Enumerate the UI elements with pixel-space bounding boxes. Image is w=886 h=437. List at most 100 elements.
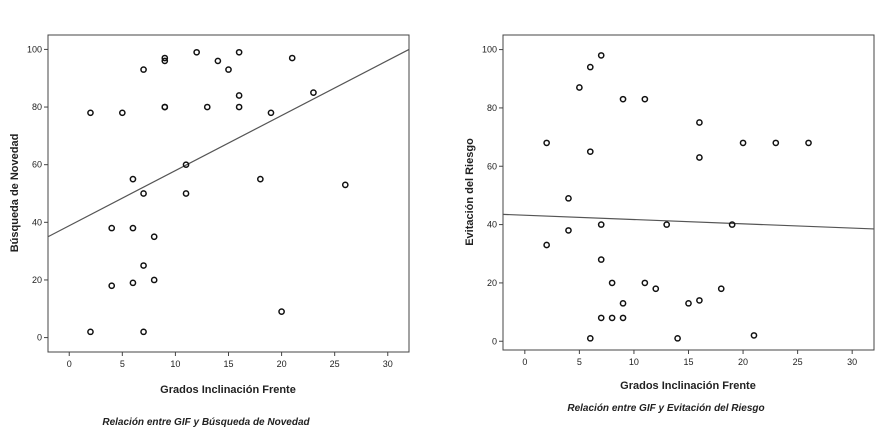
data-point: [118, 109, 126, 117]
x-axis-label: Grados Inclinación Frente: [160, 384, 296, 396]
chart-harm-avoidance: 0 5 10 15 20 25 30 0 20 40 60 80 100 Grados Inclinaci…: [464, 34, 875, 414]
data-point: [161, 54, 169, 62]
data-point: [214, 57, 222, 65]
y-axis-label: Búsqueda de Novedad: [9, 134, 21, 253]
data-point: [586, 148, 594, 156]
x-tick-label: 10: [629, 357, 639, 367]
data-point: [140, 262, 147, 269]
y-tick-label: 60: [32, 160, 42, 170]
data-point: [619, 314, 627, 322]
data-point: [203, 103, 211, 111]
data-point: [696, 154, 703, 161]
x-tick-label: 10: [170, 359, 180, 369]
data-point: [182, 190, 190, 197]
data-point: [108, 282, 116, 290]
x-axis-label: Grados Inclinación Frente: [620, 380, 756, 392]
data-point: [161, 103, 169, 111]
plot-frame: [502, 34, 875, 351]
data-point: [235, 92, 243, 99]
plot-frame: [47, 34, 410, 353]
fit-line: [47, 48, 410, 238]
x-tick-label: 20: [738, 357, 748, 367]
data-point: [641, 279, 649, 287]
data-point: [140, 328, 147, 336]
data-point: [696, 297, 703, 304]
data-point: [739, 139, 747, 147]
y-tick-label: 0: [37, 333, 42, 343]
data-point: [728, 221, 736, 228]
x-tick-label: 20: [277, 359, 287, 369]
data-point: [161, 57, 169, 65]
data-point: [129, 279, 137, 287]
data-point: [586, 334, 594, 342]
data-point: [750, 332, 758, 339]
data-point: [717, 285, 725, 293]
data-point: [597, 221, 605, 228]
data-point: [641, 95, 649, 103]
chart-novelty-seeking: 0 5 10 15 20 25 30 0 20 40 60 80 100 Grados Inclinaci…: [9, 34, 410, 428]
data-point: [278, 308, 285, 316]
y-tick-label: 60: [487, 161, 497, 171]
data-point: [576, 84, 583, 91]
data-point: [565, 194, 572, 202]
x-tick-label: 30: [847, 357, 857, 367]
data-point: [608, 314, 616, 322]
y-tick-label: 80: [487, 103, 497, 113]
x-tick-label: 25: [330, 359, 340, 369]
data-point: [150, 233, 158, 241]
data-point: [608, 279, 616, 287]
data-point: [235, 103, 243, 111]
data-point: [288, 54, 296, 62]
data-point: [586, 63, 594, 71]
x-tick-label: 5: [120, 359, 125, 369]
data-point: [696, 119, 703, 126]
data-point: [235, 48, 243, 56]
data-point: [619, 299, 627, 307]
y-tick-label: 20: [487, 278, 497, 288]
data-point: [597, 256, 605, 263]
y-tick-label: 40: [487, 220, 497, 230]
data-point: [257, 175, 264, 183]
x-tick-label: 25: [793, 357, 803, 367]
figure-caption: Relación entre GIF y Búsqueda de Novedad: [102, 417, 310, 428]
figure-caption: Relación entre GIF y Evitación del Riesg…: [567, 403, 764, 414]
data-point: [543, 241, 550, 249]
data-point: [310, 89, 317, 96]
data-point: [619, 95, 627, 103]
y-tick-label: 20: [32, 275, 42, 285]
data-point: [341, 181, 349, 189]
y-tick-label: 100: [27, 44, 42, 54]
data-point: [565, 227, 572, 234]
x-tick-label: 30: [383, 359, 393, 369]
x-tick-label: 0: [67, 359, 72, 369]
data-point: [87, 109, 94, 117]
data-point: [140, 190, 147, 197]
y-tick-label: 100: [482, 45, 497, 55]
x-tick-label: 15: [223, 359, 233, 369]
data-point: [597, 52, 605, 59]
data-point: [805, 139, 812, 147]
data-point: [129, 224, 137, 232]
data-point: [597, 314, 605, 322]
data-point: [652, 285, 660, 293]
x-tick-label: 5: [577, 357, 582, 367]
data-point: [225, 66, 232, 73]
data-point: [150, 276, 158, 284]
data-point: [267, 109, 275, 117]
y-axis-label: Evitación del Riesgo: [464, 138, 476, 246]
x-tick-label: 0: [522, 357, 527, 367]
data-point: [140, 66, 147, 73]
data-point: [772, 139, 780, 147]
data-point: [182, 161, 190, 169]
data-point: [663, 221, 671, 228]
y-tick-label: 0: [492, 336, 497, 346]
data-point: [674, 334, 681, 342]
data-point: [193, 48, 200, 56]
data-point: [685, 299, 692, 307]
data-point: [87, 328, 94, 336]
x-tick-label: 15: [683, 357, 693, 367]
y-tick-label: 40: [32, 217, 42, 227]
y-tick-label: 80: [32, 102, 42, 112]
data-point: [108, 224, 116, 232]
